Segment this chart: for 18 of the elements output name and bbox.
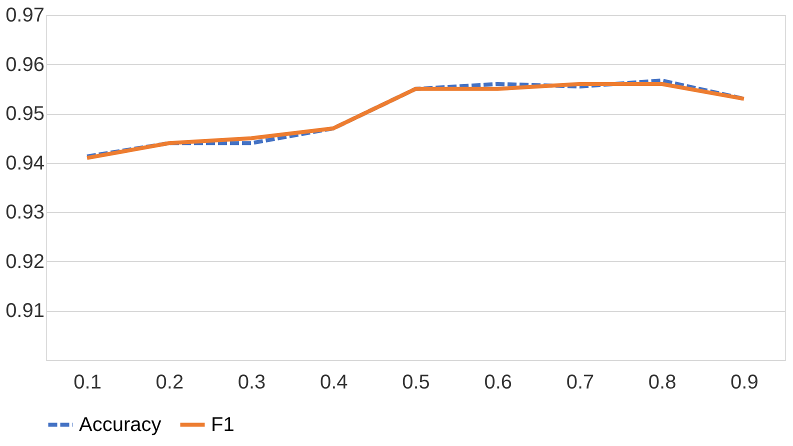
x-tick-label: 0.4 <box>320 372 348 394</box>
y-tick-label: 0.96 <box>6 54 44 76</box>
legend-label: F1 <box>211 414 234 436</box>
x-tick-label: 0.1 <box>74 372 102 394</box>
x-tick-label: 0.2 <box>156 372 184 394</box>
y-tick-label: 0.91 <box>6 300 44 322</box>
x-tick-label: 0.7 <box>566 372 594 394</box>
x-tick-label: 0.5 <box>402 372 430 394</box>
x-tick-label: 0.9 <box>730 372 758 394</box>
x-tick-label: 0.8 <box>648 372 676 394</box>
y-tick-label: 0.94 <box>6 152 44 174</box>
legend-label: Accuracy <box>79 414 162 436</box>
y-tick-label: 0.93 <box>6 202 44 224</box>
y-tick-label: 0.97 <box>6 4 44 26</box>
x-tick-label: 0.3 <box>238 372 266 394</box>
y-tick-label: 0.95 <box>6 103 44 126</box>
y-tick-label: 0.92 <box>6 250 44 273</box>
x-tick-label: 0.6 <box>484 372 512 394</box>
